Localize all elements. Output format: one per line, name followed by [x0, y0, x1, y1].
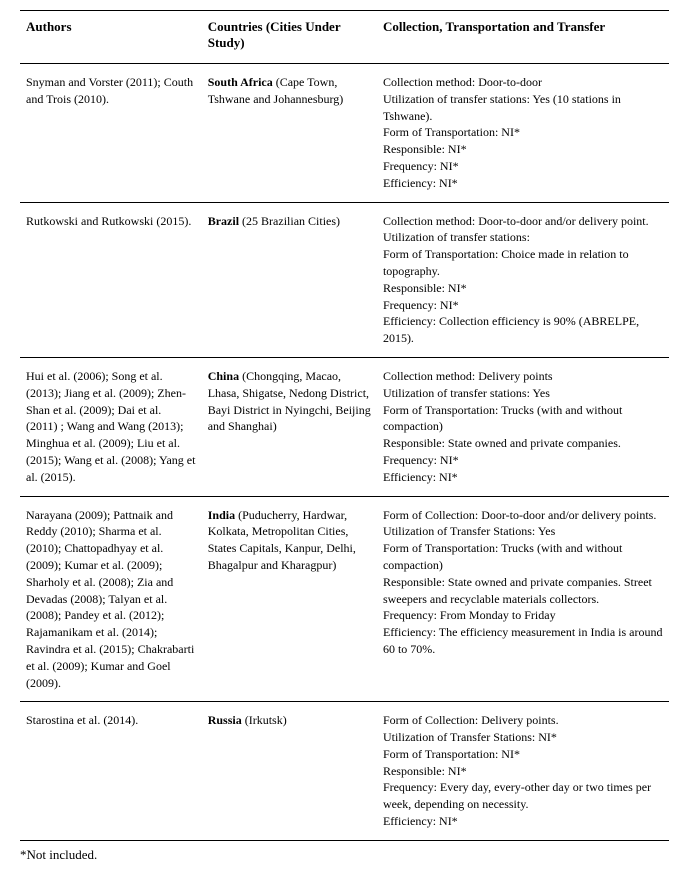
detail-line: Frequency: Every day, every-other day or… — [383, 779, 663, 813]
cell-authors: Hui et al. (2006); Song et al. (2013); J… — [20, 357, 202, 496]
detail-line: Form of Transportation: Trucks (with and… — [383, 402, 663, 436]
detail-line: Frequency: From Monday to Friday — [383, 607, 663, 624]
detail-line: Responsible: State owned and private com… — [383, 574, 663, 608]
cell-details: Collection method: Door-to-door and/or d… — [377, 202, 669, 357]
detail-line: Collection method: Door-to-door and/or d… — [383, 213, 663, 230]
table-row: Narayana (2009); Pattnaik and Reddy (201… — [20, 496, 669, 702]
table-row: Rutkowski and Rutkowski (2015).Brazil (2… — [20, 202, 669, 357]
header-countries: Countries (Cities Under Study) — [202, 11, 377, 64]
cell-authors: Starostina et al. (2014). — [20, 702, 202, 841]
country-name: Brazil — [208, 214, 239, 228]
table-row: Snyman and Vorster (2011); Couth and Tro… — [20, 64, 669, 203]
detail-line: Utilization of transfer stations: — [383, 229, 663, 246]
detail-line: Efficiency: NI* — [383, 469, 663, 486]
detail-line: Efficiency: NI* — [383, 175, 663, 192]
cell-authors: Narayana (2009); Pattnaik and Reddy (201… — [20, 496, 202, 702]
detail-line: Responsible: NI* — [383, 141, 663, 158]
table-row: Hui et al. (2006); Song et al. (2013); J… — [20, 357, 669, 496]
footnote-text: *Not included. — [20, 841, 669, 863]
detail-line: Utilization of Transfer Stations: NI* — [383, 729, 663, 746]
detail-line: Form of Collection: Door-to-door and/or … — [383, 507, 663, 524]
header-collection: Collection, Transportation and Transfer — [377, 11, 669, 64]
header-authors: Authors — [20, 11, 202, 64]
detail-line: Frequency: NI* — [383, 452, 663, 469]
detail-line: Responsible: NI* — [383, 763, 663, 780]
detail-line: Form of Transportation: NI* — [383, 124, 663, 141]
detail-line: Utilization of Transfer Stations: Yes — [383, 523, 663, 540]
detail-line: Frequency: NI* — [383, 297, 663, 314]
detail-line: Form of Transportation: NI* — [383, 746, 663, 763]
cell-countries: South Africa (Cape Town, Tshwane and Joh… — [202, 64, 377, 203]
detail-line: Collection method: Door-to-door — [383, 74, 663, 91]
cell-authors: Snyman and Vorster (2011); Couth and Tro… — [20, 64, 202, 203]
city-list: (25 Brazilian Cities) — [239, 214, 340, 228]
detail-line: Form of Transportation: Choice made in r… — [383, 246, 663, 280]
cell-details: Collection method: Door-to-doorUtilizati… — [377, 64, 669, 203]
city-list: (Irkutsk) — [242, 713, 287, 727]
cell-countries: Brazil (25 Brazilian Cities) — [202, 202, 377, 357]
table-row: Starostina et al. (2014).Russia (Irkutsk… — [20, 702, 669, 841]
detail-line: Frequency: NI* — [383, 158, 663, 175]
detail-line: Utilization of transfer stations: Yes — [383, 385, 663, 402]
detail-line: Efficiency: The efficiency measurement i… — [383, 624, 663, 658]
detail-line: Responsible: NI* — [383, 280, 663, 297]
cell-countries: China (Chongqing, Macao, Lhasa, Shigatse… — [202, 357, 377, 496]
detail-line: Form of Collection: Delivery points. — [383, 712, 663, 729]
country-name: South Africa — [208, 75, 273, 89]
detail-line: Efficiency: Collection efficiency is 90%… — [383, 313, 663, 347]
data-table: Authors Countries (Cities Under Study) C… — [20, 10, 669, 841]
cell-details: Form of Collection: Door-to-door and/or … — [377, 496, 669, 702]
detail-line: Collection method: Delivery points — [383, 368, 663, 385]
cell-details: Collection method: Delivery pointsUtiliz… — [377, 357, 669, 496]
country-name: China — [208, 369, 239, 383]
detail-line: Form of Transportation: Trucks (with and… — [383, 540, 663, 574]
detail-line: Utilization of transfer stations: Yes (1… — [383, 91, 663, 125]
cell-countries: India (Puducherry, Hardwar, Kolkata, Met… — [202, 496, 377, 702]
detail-line: Efficiency: NI* — [383, 813, 663, 830]
country-name: India — [208, 508, 235, 522]
cell-details: Form of Collection: Delivery points.Util… — [377, 702, 669, 841]
cell-countries: Russia (Irkutsk) — [202, 702, 377, 841]
header-row: Authors Countries (Cities Under Study) C… — [20, 11, 669, 64]
cell-authors: Rutkowski and Rutkowski (2015). — [20, 202, 202, 357]
country-name: Russia — [208, 713, 242, 727]
detail-line: Responsible: State owned and private com… — [383, 435, 663, 452]
